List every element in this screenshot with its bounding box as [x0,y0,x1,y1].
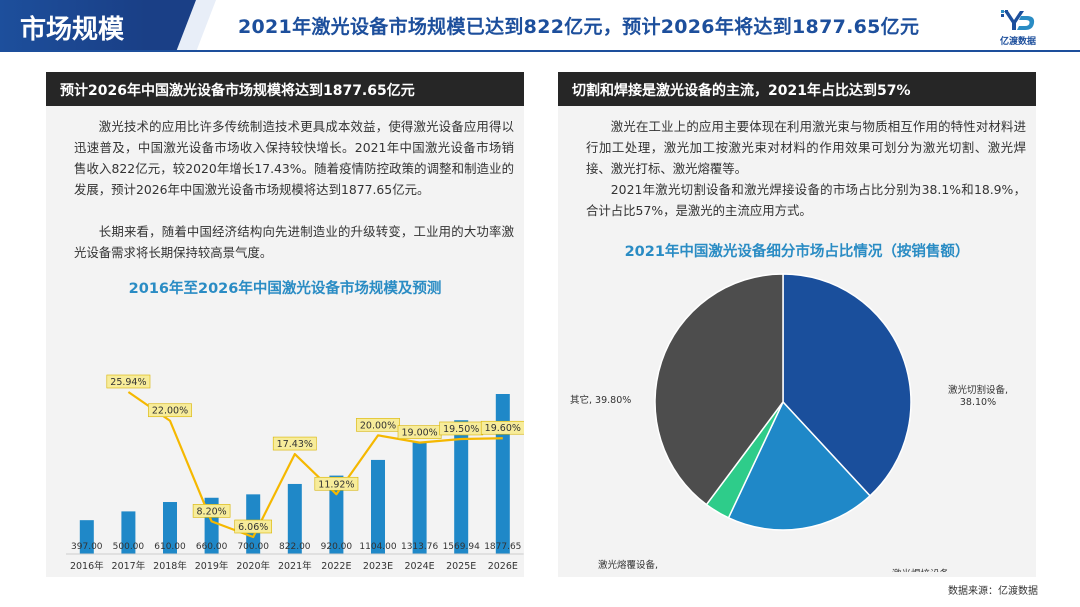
pie-slice [654,273,784,506]
growth-label-box [480,420,524,435]
right-paragraph-1: 激光在工业上的应用主要体现在利用激光束与物质相互作用的特性对材料进行加工处理，激… [586,119,1026,176]
bar-value-label: 660.00 [196,542,228,552]
x-tick-label: 2018年 [153,560,187,572]
legend-bar-label: 市场规模（亿元） [217,576,297,577]
growth-rate-label: 25.94% [110,377,146,388]
growth-label-box [356,418,400,432]
pie-slice-label: 激光切割设备, [948,384,1008,396]
bar-chart-title: 2016年至2026年中国激光设备市场规模及预测 [128,281,442,297]
bar-value-label: 1104.00 [359,542,396,552]
growth-rate-label: 19.60% [485,423,521,434]
x-tick-label: 2023E [363,561,393,572]
market-size-bar [412,442,427,554]
growth-rate-label: 17.43% [277,439,313,450]
growth-label-box [106,374,151,389]
market-size-bar [163,502,177,554]
x-tick-label: 2024E [405,561,435,572]
growth-label-box [314,476,359,491]
market-size-bar [287,483,302,554]
logo-mark-icon [1001,10,1035,30]
logo-text: 亿渡数据 [999,37,1036,47]
bar-value-label: 700.00 [237,542,269,552]
market-size-bar [495,394,510,554]
page-headline: 2021年激光设备市场规模已达到822亿元，预计2026年将达到1877.65亿… [238,16,920,38]
pie-slice [782,273,912,497]
segment-share-panel: 切割和焊接是激光设备的主流，2021年占比达到57% 激光在工业上的应用主要体现… [558,72,1036,577]
x-tick-label: 2026E [488,561,518,572]
section-title: 市场规模 [20,15,125,45]
x-tick-label: 2025E [446,561,476,572]
market-size-panel: 预计2026年中国激光设备市场规模将达到1877.65亿元 激光技术的应用比许多… [46,72,524,577]
growth-label-box [148,403,192,418]
x-tick-label: 2016年 [70,560,104,572]
bar-value-label: 822.00 [279,542,311,552]
bar-value-label: 1569.94 [443,542,480,552]
x-tick-label: 2020年 [236,560,270,572]
left-panel-title: 预计2026年中国激光设备市场规模将达到1877.65亿元 [46,72,524,106]
market-size-chart: 397.00 500.00 610.00 660.00 700.00 822.00 920.… [66,374,524,577]
pie-slice-label: 激光焊接设备, [892,568,952,572]
bar-value-label: 1313.76 [401,542,438,552]
market-size-bar [121,511,136,554]
growth-rate-label: 6.06% [238,522,268,533]
left-paragraph-1: 激光技术的应用比许多传统制造技术更具成本效益，使得激光设备应用得以迅速普及，中国… [74,119,514,197]
x-tick-label: 2017年 [112,560,146,572]
x-tick-label: 2022E [321,561,351,572]
growth-label-box [234,519,272,534]
growth-rate-label: 19.00% [401,428,437,439]
legend-line-label: 增速（%） [323,576,373,577]
header-divider [0,50,1080,52]
bar-value-label: 1877.65 [484,542,521,552]
x-tick-label: 2019年 [195,560,229,572]
right-paragraph-2: 2021年激光切割设备和激光焊接设备的市场占比分别为38.1%和18.9%，合计… [586,182,1026,218]
market-size-bar [454,420,469,554]
growth-rate-label: 20.00% [360,420,396,431]
brand-logo: 亿渡数据 [992,8,1044,47]
market-size-bar [79,520,94,554]
bar-value-label: 920.00 [321,542,353,552]
data-source: 数据来源：亿渡数据 [948,586,1038,597]
bar-value-label: 397.00 [71,542,103,552]
growth-rate-label: 8.20% [197,506,227,517]
pie-slice [727,400,872,531]
growth-rate-label: 22.00% [152,406,188,417]
growth-rate-line [127,391,503,539]
pie-slice-value: 38.10% [960,397,996,408]
pie-slice-label: 激光熔覆设备, [598,559,658,571]
market-size-bar [329,475,344,554]
growth-label-box [192,504,231,518]
x-tick-label: 2021年 [278,560,312,572]
growth-label-box [272,436,317,451]
right-panel-title: 切割和焊接是激光设备的主流，2021年占比达到57% [558,72,1036,106]
bar-value-label: 500.00 [113,542,145,552]
segment-share-chart: 激光切割设备,38.10%激光焊接设备,18.90%激光熔覆设备,3.20%其它… [570,273,1008,572]
bar-value-label: 610.00 [154,542,186,552]
growth-rate-label: 19.50% [443,424,479,435]
left-paragraph-2: 长期来看，随着中国经济结构向先进制造业的升级转变，工业用的大功率激光设备需求将长… [74,224,514,260]
pie-chart-title: 2021年中国激光设备细分市场占比情况（按销售额） [624,244,970,260]
market-size-bar [371,459,385,554]
pie-slice-label: 其它, 39.80% [570,394,631,406]
growth-rate-label: 11.92% [318,479,354,490]
section-badge: 市场规模 [0,0,208,52]
